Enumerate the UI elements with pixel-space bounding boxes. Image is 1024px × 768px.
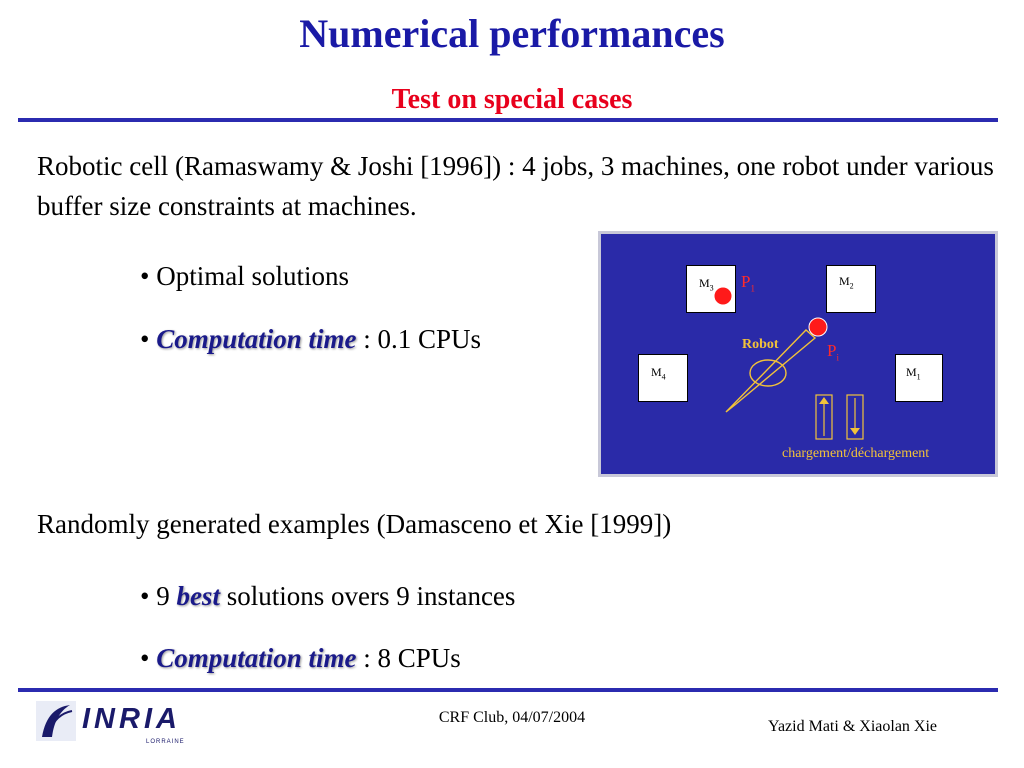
bullet-text: • Optimal solutions (140, 261, 349, 291)
machine-label: M (699, 276, 710, 290)
part-label-sub: 1 (750, 283, 755, 294)
bullet-computation-time-2: • Computation time : 8 CPUs (140, 643, 461, 674)
bullet-suffix: : 0.1 CPUs (356, 324, 482, 354)
slide-subtitle: Test on special cases (391, 84, 633, 115)
load-arrow-up (815, 394, 833, 440)
machine-sub: 1 (916, 372, 921, 382)
slide-title: Numerical performances (299, 11, 725, 56)
part-p1-dot (713, 286, 733, 306)
random-examples-paragraph: Randomly generated examples (Damasceno e… (37, 509, 672, 539)
part-label-sub: i (836, 352, 839, 363)
machine-sub: 4 (661, 372, 666, 382)
robotic-cell-diagram: M3 M2 M4 M1 P1 Pi Robot chargeme (598, 231, 998, 477)
machine-label: M (906, 365, 917, 379)
machine-m1: M1 (895, 354, 943, 402)
machine-label: M (651, 365, 662, 379)
part-pi-dot (808, 317, 828, 337)
footer-event-date: CRF Club, 04/07/2004 (438, 709, 586, 726)
diagram-caption: chargement/déchargement (782, 446, 930, 461)
unload-arrow-down (846, 394, 864, 440)
part-label-letter: P (827, 341, 837, 360)
bullet-prefix: • (140, 324, 157, 354)
inria-logo: INRIA LORRAINE (36, 699, 188, 747)
bullet-prefix: • (140, 643, 157, 673)
machine-sub: 3 (709, 283, 714, 293)
bullet-emphasis: Computation time (156, 643, 357, 673)
robotic-cell-paragraph: Robotic cell (Ramaswamy & Joshi [1996]) … (37, 151, 994, 221)
logo-subtitle: LORRAINE (146, 739, 185, 745)
inria-emblem-icon (36, 701, 76, 741)
part-label-pi: Pi (827, 341, 839, 362)
robot-drawing (713, 286, 864, 440)
machine-sub: 2 (849, 281, 854, 291)
machine-m2: M2 (826, 265, 876, 313)
footer-divider (18, 688, 998, 692)
bullet-optimal-solutions: • Optimal solutions (140, 261, 349, 292)
footer-authors: Yazid Mati & Xiaolan Xie (768, 718, 938, 735)
bullet-best-solutions: • 9 best solutions overs 9 instances (140, 581, 515, 612)
bullet-prefix: • 9 (140, 581, 177, 611)
logo-wordmark: INRIA (82, 703, 181, 735)
bullet-suffix: solutions overs 9 instances (219, 581, 516, 611)
bullet-emphasis: best (176, 581, 220, 611)
part-label-p1: P1 (741, 272, 755, 293)
robot-arm (725, 329, 817, 413)
bullet-suffix: : 8 CPUs (356, 643, 461, 673)
robot-label: Robot (742, 337, 779, 352)
machine-label: M (839, 274, 850, 288)
machine-m4: M4 (638, 354, 688, 402)
header-divider (18, 118, 998, 122)
bullet-emphasis: Computation time (156, 324, 357, 354)
diagram-background: M3 M2 M4 M1 P1 Pi Robot chargeme (601, 234, 995, 474)
bullet-computation-time-1: • Computation time : 0.1 CPUs (140, 324, 481, 355)
part-label-letter: P (741, 272, 751, 291)
